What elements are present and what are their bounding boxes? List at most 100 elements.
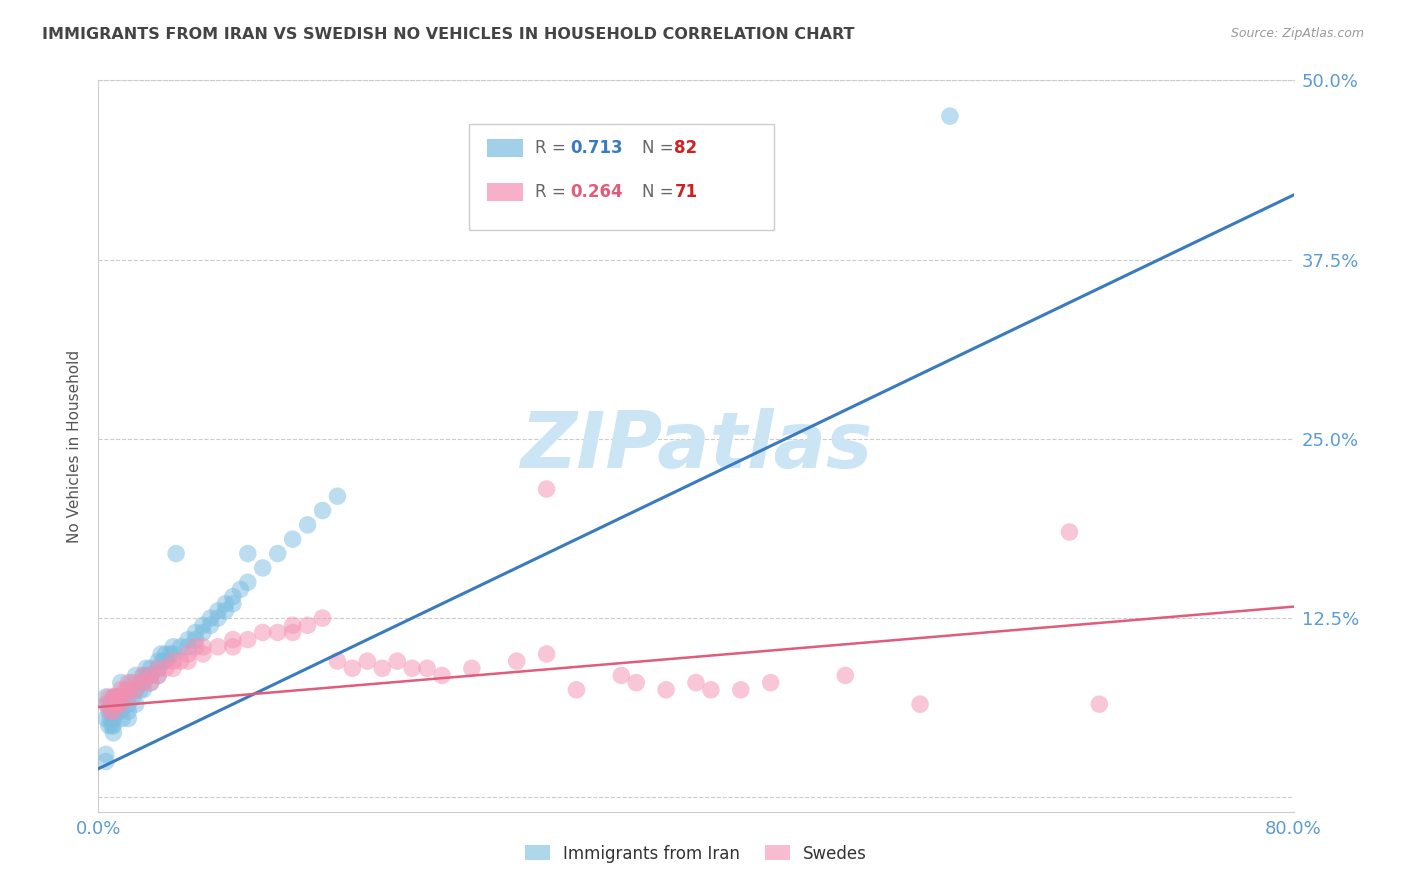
Point: [229, 582, 252, 597]
Point: [148, 654, 170, 668]
Point: [120, 675, 142, 690]
Point: [191, 647, 214, 661]
Point: [117, 682, 139, 697]
Point: [371, 661, 394, 675]
Point: [236, 575, 259, 590]
Point: [110, 690, 132, 704]
Point: [110, 675, 132, 690]
Point: [103, 690, 125, 704]
Point: [730, 682, 752, 697]
Point: [207, 604, 229, 618]
Text: R =: R =: [534, 183, 571, 202]
Point: [103, 726, 125, 740]
Point: [1059, 524, 1081, 539]
Point: [135, 661, 157, 675]
Point: [939, 109, 962, 123]
Point: [97, 690, 120, 704]
Point: [94, 711, 117, 725]
Point: [125, 682, 148, 697]
Point: [117, 711, 139, 725]
Point: [94, 690, 117, 704]
Point: [162, 661, 184, 675]
Text: 82: 82: [675, 139, 697, 157]
Point: [222, 632, 245, 647]
Point: [132, 668, 155, 682]
Point: [626, 675, 648, 690]
Point: [132, 682, 155, 697]
Point: [103, 719, 125, 733]
Point: [148, 668, 170, 682]
Point: [214, 597, 236, 611]
Point: [184, 625, 207, 640]
Point: [98, 704, 122, 718]
Point: [610, 668, 633, 682]
Point: [96, 697, 118, 711]
Point: [326, 489, 349, 503]
Point: [297, 618, 319, 632]
Point: [110, 682, 132, 697]
Point: [222, 640, 245, 654]
Point: [536, 482, 558, 496]
Point: [252, 625, 274, 640]
Text: IMMIGRANTS FROM IRAN VS SWEDISH NO VEHICLES IN HOUSEHOLD CORRELATION CHART: IMMIGRANTS FROM IRAN VS SWEDISH NO VEHIC…: [42, 27, 855, 42]
Point: [139, 661, 162, 675]
Point: [105, 704, 128, 718]
Point: [117, 675, 139, 690]
Point: [110, 690, 132, 704]
Point: [94, 697, 117, 711]
Point: [152, 654, 174, 668]
Point: [207, 611, 229, 625]
Point: [342, 661, 364, 675]
Point: [112, 690, 135, 704]
Point: [125, 682, 148, 697]
Point: [191, 618, 214, 632]
Point: [162, 647, 184, 661]
Point: [121, 690, 143, 704]
Point: [222, 590, 245, 604]
Point: [129, 675, 152, 690]
Point: [700, 682, 723, 697]
Point: [105, 690, 128, 704]
Legend: Immigrants from Iran, Swedes: Immigrants from Iran, Swedes: [517, 838, 875, 869]
Text: N =: N =: [643, 139, 679, 157]
Point: [200, 618, 222, 632]
Point: [184, 632, 207, 647]
Point: [139, 668, 162, 682]
Point: [297, 517, 319, 532]
Point: [132, 675, 155, 690]
Point: [132, 675, 155, 690]
Point: [311, 503, 333, 517]
Point: [267, 625, 290, 640]
Point: [155, 654, 177, 668]
Point: [125, 668, 148, 682]
Point: [117, 697, 139, 711]
Point: [191, 625, 214, 640]
Point: [177, 647, 200, 661]
Point: [162, 640, 184, 654]
Point: [150, 647, 173, 661]
Text: 0.713: 0.713: [571, 139, 623, 157]
Point: [267, 547, 290, 561]
Point: [155, 661, 177, 675]
Point: [103, 697, 125, 711]
Point: [148, 661, 170, 675]
FancyBboxPatch shape: [486, 183, 523, 201]
Point: [107, 697, 129, 711]
Point: [281, 533, 304, 547]
Point: [103, 704, 125, 718]
FancyBboxPatch shape: [486, 139, 523, 157]
Point: [117, 690, 139, 704]
Point: [281, 625, 304, 640]
Point: [114, 682, 136, 697]
Point: [105, 690, 128, 704]
Point: [148, 668, 170, 682]
Text: ZIPatlas: ZIPatlas: [520, 408, 872, 484]
Point: [430, 668, 453, 682]
Point: [184, 640, 207, 654]
Point: [252, 561, 274, 575]
Point: [834, 668, 856, 682]
Point: [207, 640, 229, 654]
Point: [155, 647, 177, 661]
Point: [110, 704, 132, 718]
Point: [385, 654, 409, 668]
